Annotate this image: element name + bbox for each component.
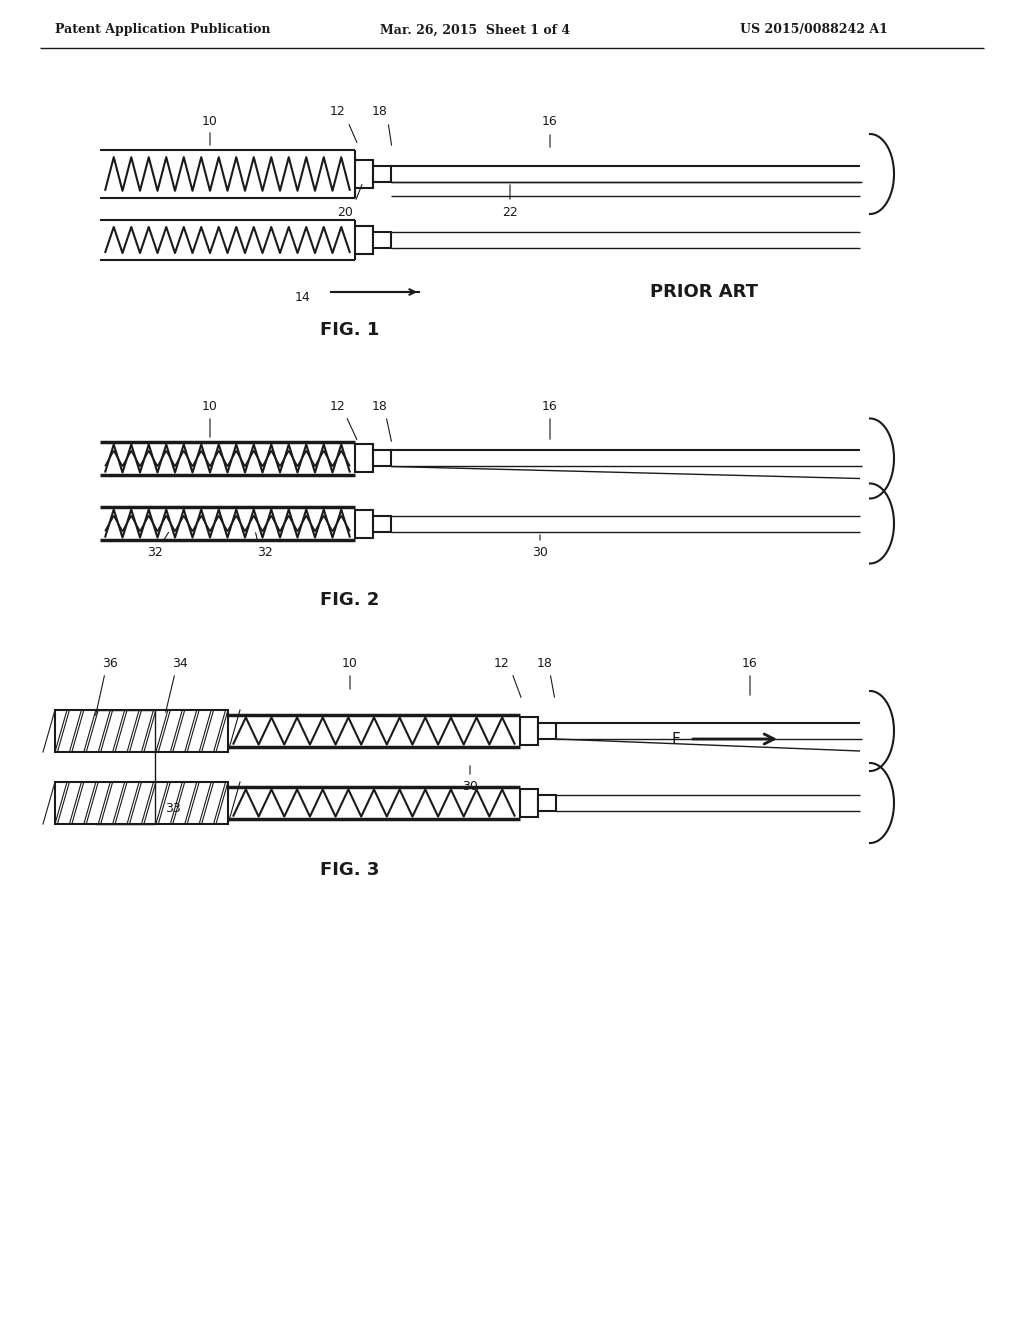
Text: FIG. 3: FIG. 3 [321, 861, 380, 879]
Text: 10: 10 [202, 115, 218, 128]
Bar [373, 516, 391, 532]
Bar [373, 232, 391, 248]
Text: 34: 34 [172, 657, 187, 671]
Bar [355, 226, 373, 253]
Text: 20: 20 [337, 206, 353, 219]
Text: 18: 18 [372, 106, 388, 117]
Text: 18: 18 [537, 657, 553, 671]
Text: 30: 30 [532, 546, 548, 558]
Text: 36: 36 [102, 657, 118, 671]
Text: PRIOR ART: PRIOR ART [650, 282, 758, 301]
Text: 14: 14 [294, 292, 310, 305]
Text: 32: 32 [257, 546, 272, 558]
Text: FIG. 2: FIG. 2 [321, 591, 380, 609]
Text: 16: 16 [742, 657, 758, 671]
Text: 16: 16 [542, 400, 558, 413]
Text: F: F [672, 731, 680, 747]
Bar [355, 510, 373, 537]
Bar [355, 160, 373, 187]
Text: 30: 30 [462, 780, 478, 793]
Bar [373, 450, 391, 466]
Text: 12: 12 [330, 106, 346, 117]
Text: 32: 32 [147, 546, 163, 558]
Bar [520, 717, 538, 744]
Bar [55, 781, 228, 824]
Text: 10: 10 [202, 400, 218, 413]
Text: 33: 33 [165, 801, 181, 814]
Text: 16: 16 [542, 115, 558, 128]
Bar [55, 710, 228, 752]
Text: Mar. 26, 2015  Sheet 1 of 4: Mar. 26, 2015 Sheet 1 of 4 [380, 24, 570, 37]
Text: 12: 12 [330, 400, 346, 413]
Bar [538, 795, 556, 810]
Text: US 2015/0088242 A1: US 2015/0088242 A1 [740, 24, 888, 37]
Text: 12: 12 [495, 657, 510, 671]
Text: Patent Application Publication: Patent Application Publication [55, 24, 270, 37]
Text: 22: 22 [502, 206, 518, 219]
Text: 18: 18 [372, 400, 388, 413]
Text: 10: 10 [342, 657, 358, 671]
Bar [538, 723, 556, 739]
Bar [355, 445, 373, 473]
Text: FIG. 1: FIG. 1 [321, 321, 380, 339]
Bar [373, 166, 391, 182]
Bar [520, 789, 538, 817]
